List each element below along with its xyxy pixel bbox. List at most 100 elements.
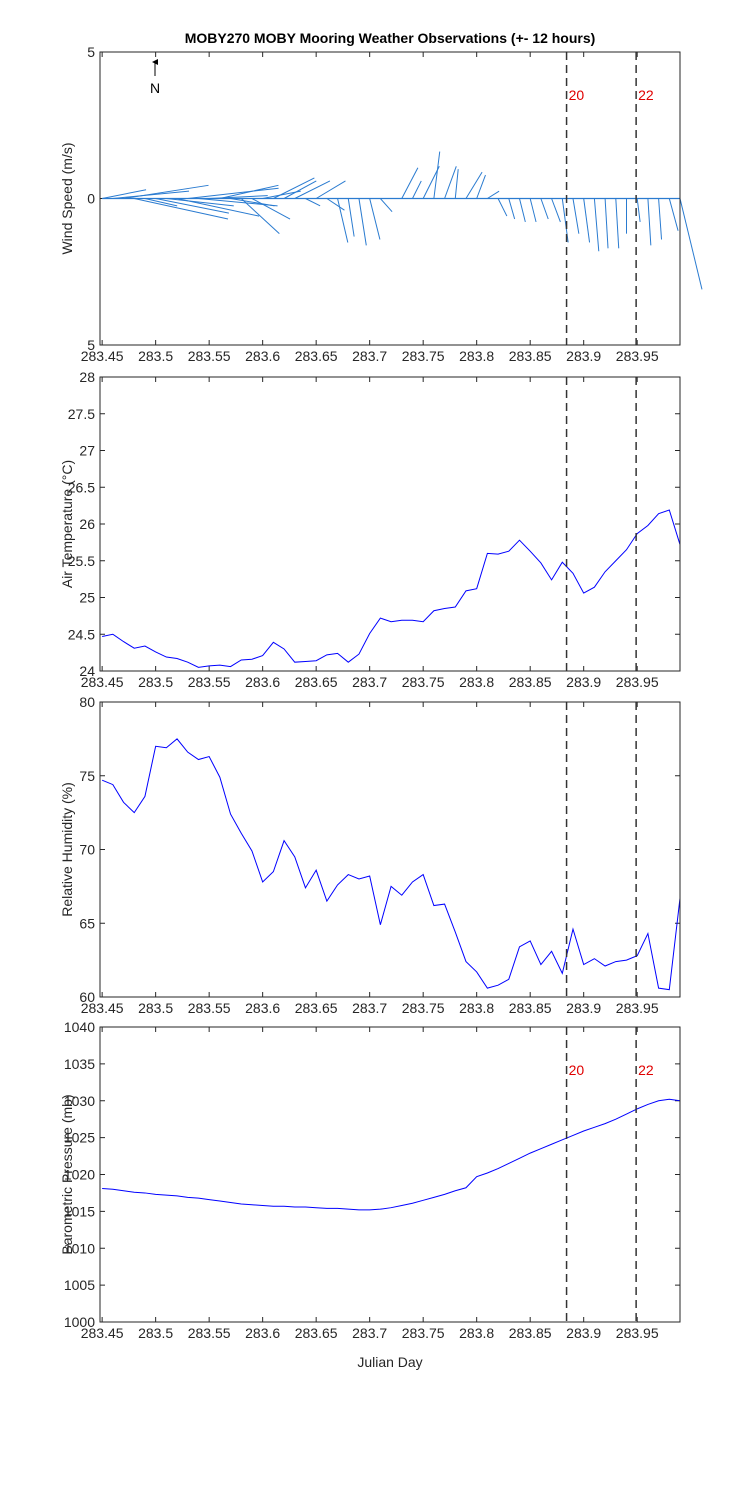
x-tick-label: 283.95 <box>616 1000 659 1016</box>
wind-stick <box>251 198 291 220</box>
wind-stick <box>604 198 609 249</box>
wind-stick <box>465 171 483 199</box>
data-line <box>101 738 681 991</box>
wind-stick <box>176 198 260 217</box>
y-tick-label: 70 <box>79 842 95 858</box>
wind-stick <box>529 198 537 223</box>
x-tick-label: 283.8 <box>459 348 494 364</box>
hour-label: 20 <box>569 87 585 103</box>
hour-label: 22 <box>638 87 654 103</box>
x-tick-label: 283.6 <box>245 1325 280 1341</box>
x-axis-label: Julian Day <box>357 1354 422 1370</box>
axes-box <box>99 51 681 346</box>
y-tick-label: 1035 <box>64 1056 95 1072</box>
wind-stick <box>647 198 652 246</box>
wind-stick <box>487 190 500 199</box>
x-tick-label: 283.45 <box>81 348 124 364</box>
x-tick-label: 283.5 <box>138 1325 173 1341</box>
axes-box <box>99 1026 681 1323</box>
y-tick-label: 25.5 <box>68 553 95 569</box>
x-tick-label: 283.9 <box>566 1000 601 1016</box>
x-tick-label: 283.6 <box>245 348 280 364</box>
wind-stick <box>337 198 349 243</box>
y-tick-label: 5 <box>87 337 95 353</box>
x-tick-label: 283.7 <box>352 674 387 690</box>
wind-stick <box>551 198 561 223</box>
wind-stick <box>508 198 516 220</box>
hour-label: 22 <box>638 1062 654 1078</box>
wind-stick <box>679 198 703 290</box>
x-tick-label: 283.75 <box>402 1325 445 1341</box>
y-tick-label: 1000 <box>64 1314 95 1330</box>
wind-stick <box>315 180 346 199</box>
wind-stick <box>347 198 355 237</box>
wind-stick <box>433 151 441 199</box>
panel: 24 24.5 25 25.5 26 26.5 27 27.5 28 283.45 283.5 283… <box>59 369 681 690</box>
x-tick-label: 283.75 <box>402 348 445 364</box>
y-tick-label: 27.5 <box>68 406 95 422</box>
x-tick-label: 283.65 <box>295 1325 338 1341</box>
wind-stick <box>369 198 381 240</box>
wind-stick <box>123 184 209 199</box>
x-tick-label: 283.55 <box>188 1325 231 1341</box>
data-line <box>102 509 681 668</box>
wind-stick <box>668 198 679 231</box>
y-tick-label: 80 <box>79 694 95 710</box>
x-tick-label: 283.8 <box>459 674 494 690</box>
hour-label: 20 <box>569 1062 585 1078</box>
chart-title: MOBY270 MOBY Mooring Weather Observation… <box>185 30 596 46</box>
wind-stick <box>454 169 459 199</box>
wind-stick <box>358 198 367 246</box>
y-tick-label: 1020 <box>64 1167 95 1183</box>
x-tick-label: 283.6 <box>245 1000 280 1016</box>
wind-stick <box>412 180 422 199</box>
x-tick-label: 283.85 <box>509 348 552 364</box>
wind-stick <box>230 198 275 207</box>
wind-stick <box>134 198 229 220</box>
wind-stick <box>540 198 549 220</box>
wind-stick <box>572 198 580 234</box>
x-tick-label: 283.9 <box>566 1325 601 1341</box>
y-tick-label: 28 <box>79 369 95 385</box>
y-axis-label: Relative Humidity (%) <box>59 782 75 917</box>
x-tick-label: 283.75 <box>402 674 445 690</box>
x-tick-label: 283.8 <box>459 1325 494 1341</box>
x-tick-label: 283.7 <box>352 1000 387 1016</box>
x-tick-label: 283.9 <box>566 348 601 364</box>
x-tick-label: 283.6 <box>245 674 280 690</box>
y-tick-label: 27 <box>79 443 95 459</box>
wind-stick <box>240 198 280 235</box>
y-tick-label: 1040 <box>64 1019 95 1035</box>
y-tick-label: 24 <box>79 663 95 679</box>
x-tick-label: 283.65 <box>295 348 338 364</box>
wind-stick <box>615 198 620 249</box>
y-tick-label: 26.5 <box>68 479 95 495</box>
wind-stick <box>658 198 663 240</box>
y-axis-label: Barometric Pressure (mb) <box>59 1094 75 1254</box>
axes-box <box>99 701 681 998</box>
wind-stick <box>187 187 279 199</box>
panel: 60 65 70 75 80 283.45 283.5 283.55 283.6 283.65 28… <box>59 694 681 1016</box>
wind-stick <box>593 198 600 252</box>
wind-stick <box>636 198 641 223</box>
panel: MOBY270 MOBY Mooring Weather Observation… <box>59 30 703 364</box>
x-tick-label: 283.8 <box>459 1000 494 1016</box>
wind-stick <box>379 198 393 213</box>
x-tick-label: 283.7 <box>352 1325 387 1341</box>
wind-stick <box>305 198 321 207</box>
y-tick-label: 1010 <box>64 1240 95 1256</box>
wind-stick <box>422 166 440 199</box>
y-tick-label: 26 <box>79 516 95 532</box>
y-tick-label: 5 <box>87 44 95 60</box>
wind-stick <box>518 198 526 223</box>
y-tick-label: 1025 <box>64 1130 95 1146</box>
wind-stick <box>283 180 317 199</box>
data-line <box>102 1098 681 1211</box>
x-tick-label: 283.45 <box>81 1000 124 1016</box>
x-tick-label: 283.75 <box>402 1000 445 1016</box>
x-tick-label: 283.95 <box>616 1325 659 1341</box>
x-tick-label: 283.5 <box>138 674 173 690</box>
x-tick-label: 283.65 <box>295 1000 338 1016</box>
x-tick-label: 283.9 <box>566 674 601 690</box>
